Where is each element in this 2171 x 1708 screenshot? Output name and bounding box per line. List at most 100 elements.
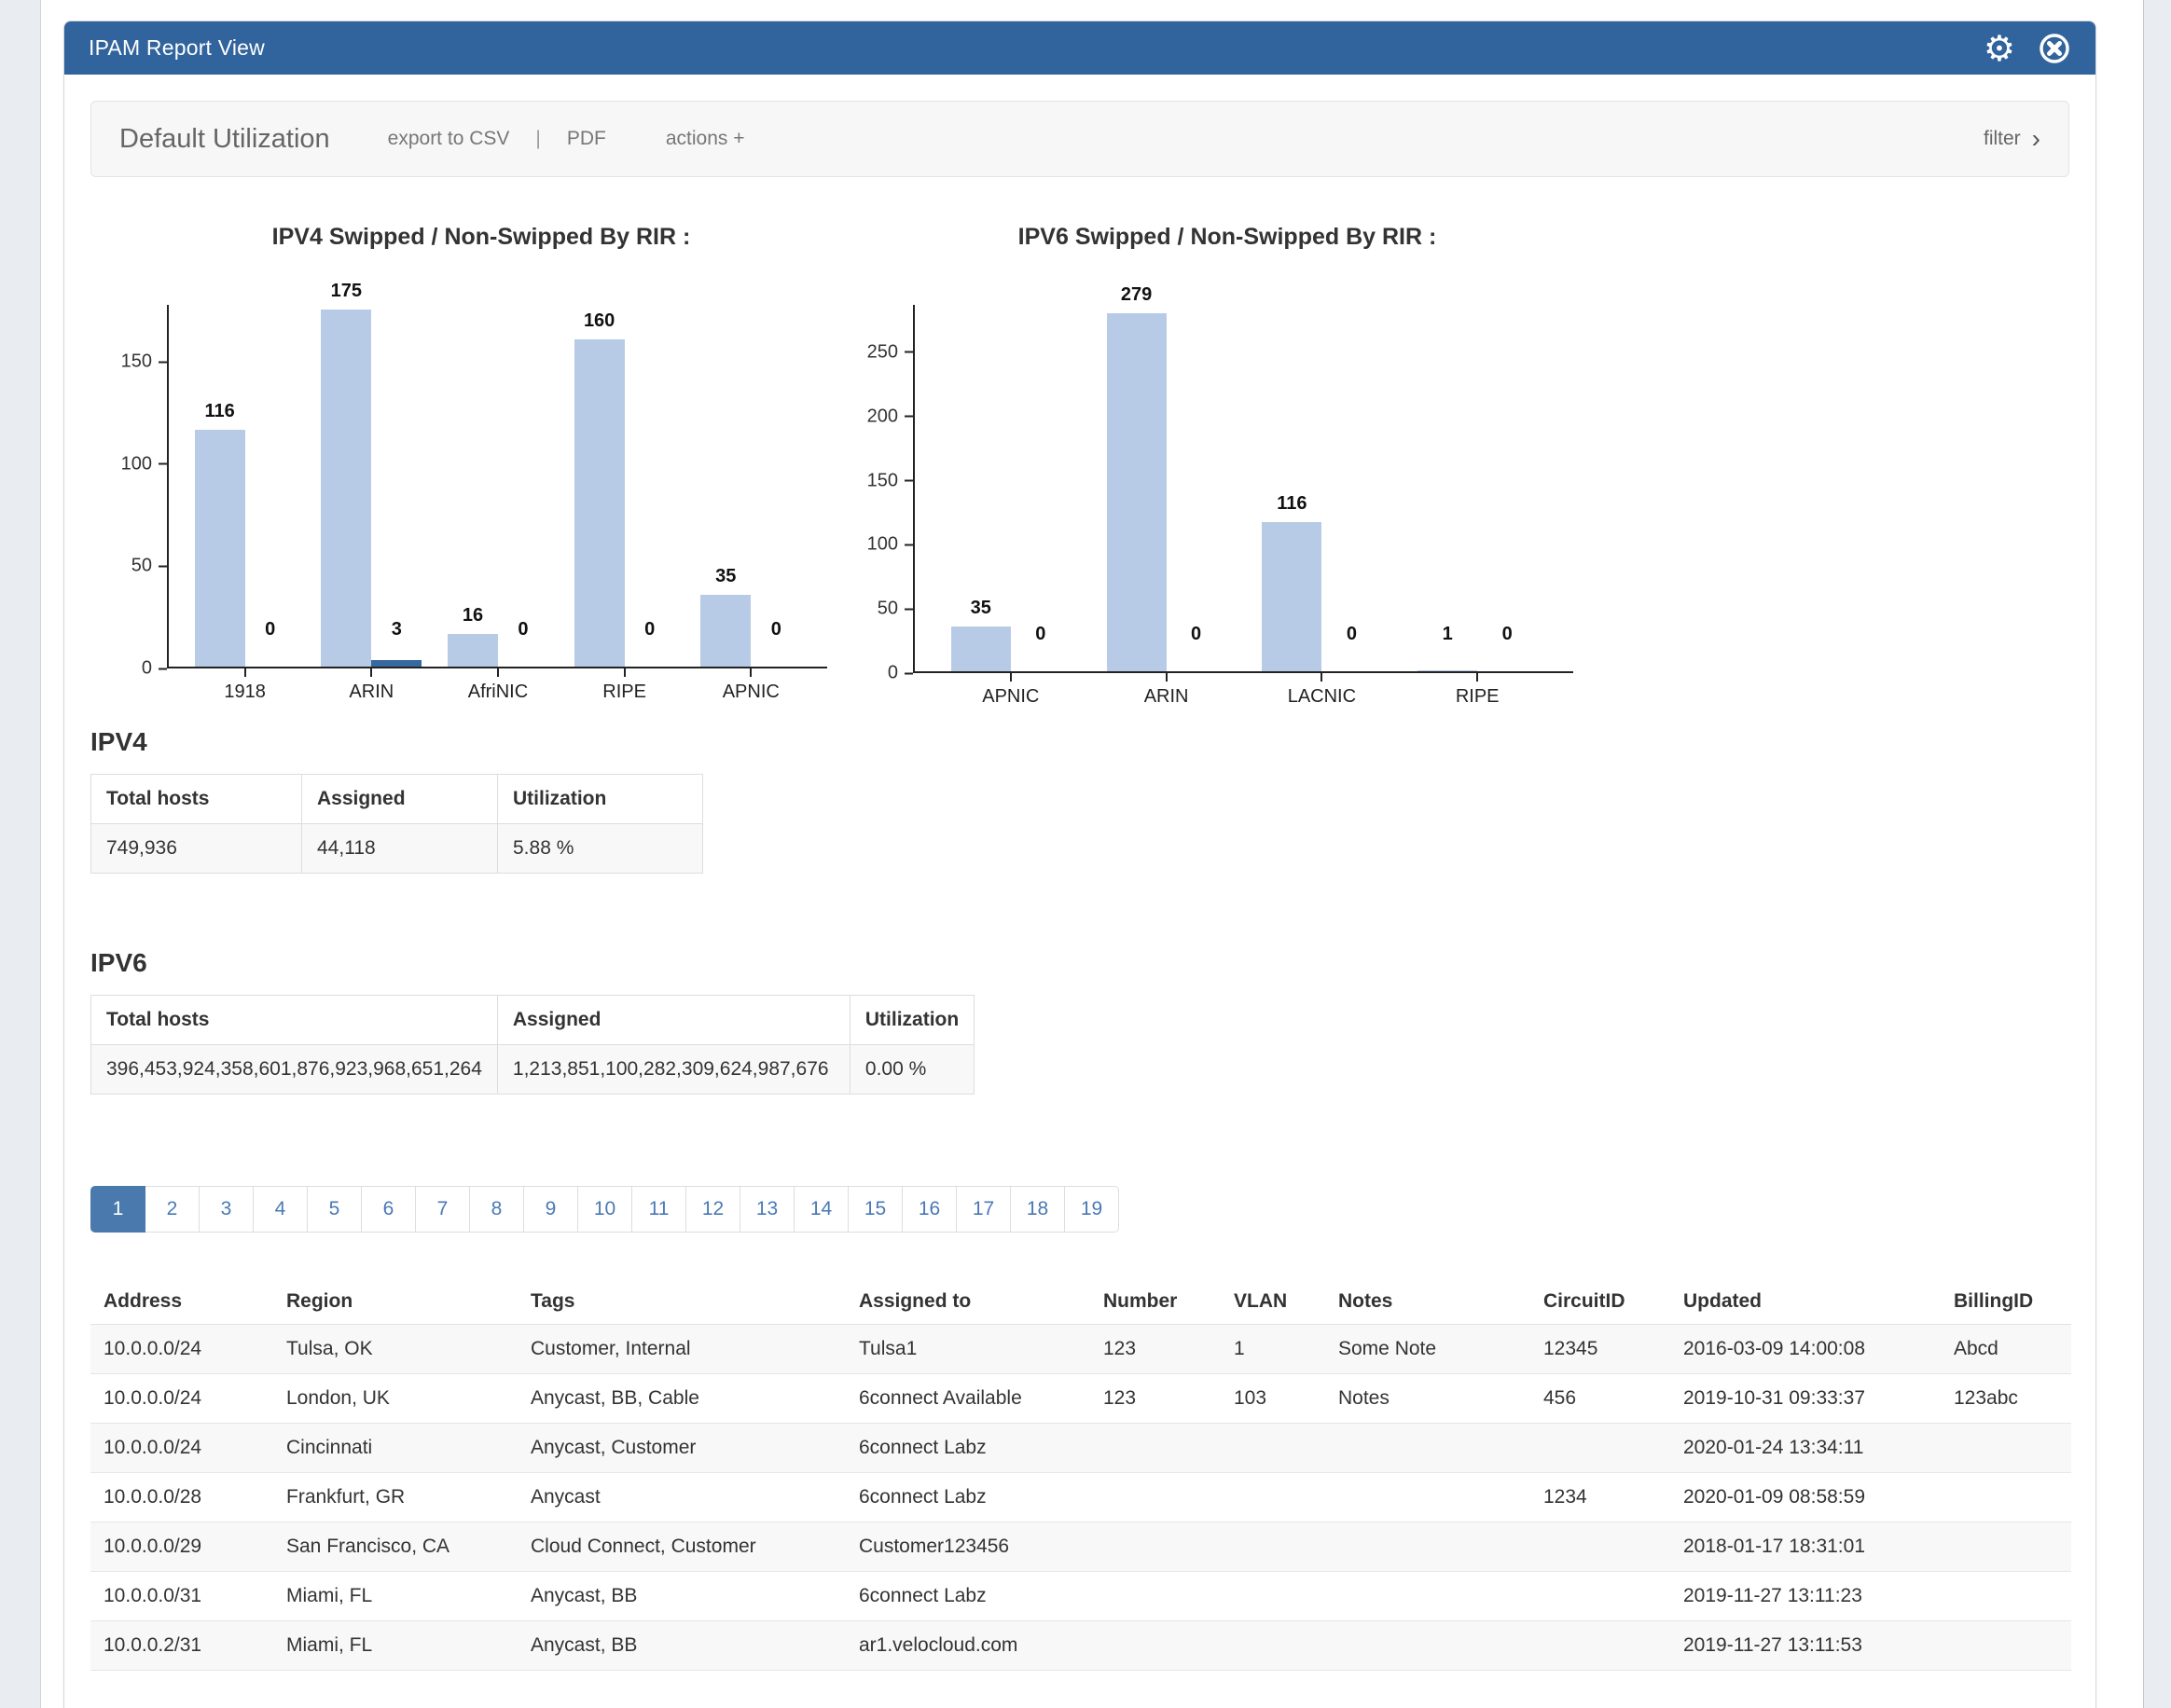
page-button-18[interactable]: 18 [1010,1186,1065,1233]
x-tick-mark [1321,673,1323,682]
page-button-4[interactable]: 4 [253,1186,308,1233]
cell: Anycast, BB, Cable [518,1373,846,1424]
y-tick-label: 250 [867,341,913,363]
bar-value-label: 279 [1120,284,1153,306]
charts-row: IPV4 Swipped / Non-Swipped By RIR :0 50 10… [90,224,2069,707]
cell [1090,1620,1221,1671]
export-csv-link[interactable]: export to CSV [387,128,510,149]
x-tick-mark [370,668,373,677]
cell [1221,1571,1325,1621]
cell: 2019-11-27 13:11:23 [1670,1571,1941,1621]
column-header: Utilization [849,995,975,1045]
column-header: Tags [518,1279,846,1325]
page-button-10[interactable]: 10 [577,1186,632,1233]
page-button-14[interactable]: 14 [794,1186,849,1233]
cell: 123 [1090,1373,1221,1424]
bar-fill [1106,313,1167,671]
y-tick-mark [905,608,913,611]
y-tick-mark [905,351,913,353]
page-button-6[interactable]: 6 [361,1186,416,1233]
column-header: Number [1090,1279,1221,1325]
ipv6-summary-section: IPV6 Total hosts Assigned Utilization 396,4… [90,948,2069,1095]
x-tick-mark [1476,673,1479,682]
gear-icon[interactable]: ⚙ [1983,27,2015,69]
bar-value-label: 0 [644,619,656,640]
bar-value-label: 116 [204,400,235,421]
panel-title: IPAM Report View [89,35,265,60]
cell: 2016-03-09 14:00:08 [1670,1324,1941,1374]
records-table: Address Region Tags Assigned to Number VLAN No… [90,1279,2071,1671]
bar-group: 1 0 RIPE [1417,624,1537,707]
cell: Notes [1325,1373,1530,1424]
bar-swipped: 1 [1417,624,1478,671]
bar-fill [574,339,625,667]
page-button-1[interactable]: 1 [90,1186,145,1233]
bar-swipped: 35 [950,598,1011,671]
bar-value-label: 35 [715,566,737,587]
page-button-5[interactable]: 5 [307,1186,362,1233]
cell: 12345 [1530,1324,1670,1374]
cell: Anycast, Customer [518,1423,846,1473]
page-button-13[interactable]: 13 [740,1186,795,1233]
y-tick-mark [905,672,913,674]
bar-value-label: 0 [1035,624,1046,644]
bar-swipped: 116 [194,401,245,667]
cell: 6connect Labz [846,1423,1090,1473]
cell [1941,1522,2071,1572]
y-tick-label: 0 [142,658,167,680]
filter-button[interactable]: filter › [1984,126,2040,152]
page-button-17[interactable]: 17 [956,1186,1011,1233]
cell: Frankfurt, GR [273,1472,518,1522]
panel-header: IPAM Report View ⚙ [64,21,2095,75]
page-button-16[interactable]: 16 [902,1186,957,1233]
close-circle-icon[interactable] [2038,32,2071,65]
page-button-12[interactable]: 12 [685,1186,740,1233]
bar-value-label: 175 [330,280,362,301]
page-button-7[interactable]: 7 [415,1186,470,1233]
ipv4-section-heading: IPV4 [90,727,147,756]
page-button-8[interactable]: 8 [469,1186,524,1233]
page-button-9[interactable]: 9 [523,1186,578,1233]
cell: Customer123456 [846,1522,1090,1572]
y-tick-mark [159,361,167,364]
page-button-11[interactable]: 11 [631,1186,686,1233]
cell [1325,1423,1530,1473]
cell: 10.0.0.0/24 [90,1324,273,1374]
bar-value-label: 0 [265,619,276,640]
table-row: 10.0.0.0/24 London, UK Anycast, BB, Cable 6… [90,1373,2071,1424]
cell [1090,1522,1221,1572]
cell: Customer, Internal [518,1324,846,1374]
export-pdf-link[interactable]: PDF [566,128,606,149]
cell [1325,1571,1530,1621]
cell: 1234 [1530,1472,1670,1522]
cell [1530,1522,1670,1572]
column-header: VLAN [1221,1279,1325,1325]
cell [1221,1472,1325,1522]
report-title: Default Utilization [119,123,330,154]
table-row: 10.0.0.0/24 Tulsa, OK Customer, Internal Tu… [90,1324,2071,1374]
cell: 10.0.0.2/31 [90,1620,273,1671]
ipv6-summary-table: Total hosts Assigned Utilization 396,453,92… [90,995,975,1095]
page-button-3[interactable]: 3 [199,1186,254,1233]
header-icons: ⚙ [1984,31,2071,66]
y-tick-mark [905,415,913,418]
page-button-15[interactable]: 15 [848,1186,903,1233]
bar-group: 160 0 RIPE [574,310,675,702]
y-tick-mark [159,668,167,669]
actions-menu-link[interactable]: actions + [665,128,745,149]
bar-value-label: 1 [1442,624,1453,644]
x-tick-label: LACNIC [1287,686,1357,707]
column-header: BillingID [1941,1279,2071,1325]
page-button-2[interactable]: 2 [145,1186,200,1233]
ipv4-rir-chart: IPV4 Swipped / Non-Swipped By RIR : 0 50 10… [113,224,850,702]
cell [1941,1620,2071,1671]
page-button-19[interactable]: 19 [1064,1186,1119,1233]
header-row: Total hosts Assigned Utilization [90,774,703,824]
ipv4-summary-table: Total hosts Assigned Utilization 749,936 44,… [90,774,703,874]
x-tick-mark [623,668,626,677]
cell: Tulsa, OK [273,1324,518,1374]
cell: 103 [1221,1373,1325,1424]
cell [1221,1522,1325,1572]
column-header: Total hosts [90,774,302,824]
x-tick-mark [496,668,499,677]
